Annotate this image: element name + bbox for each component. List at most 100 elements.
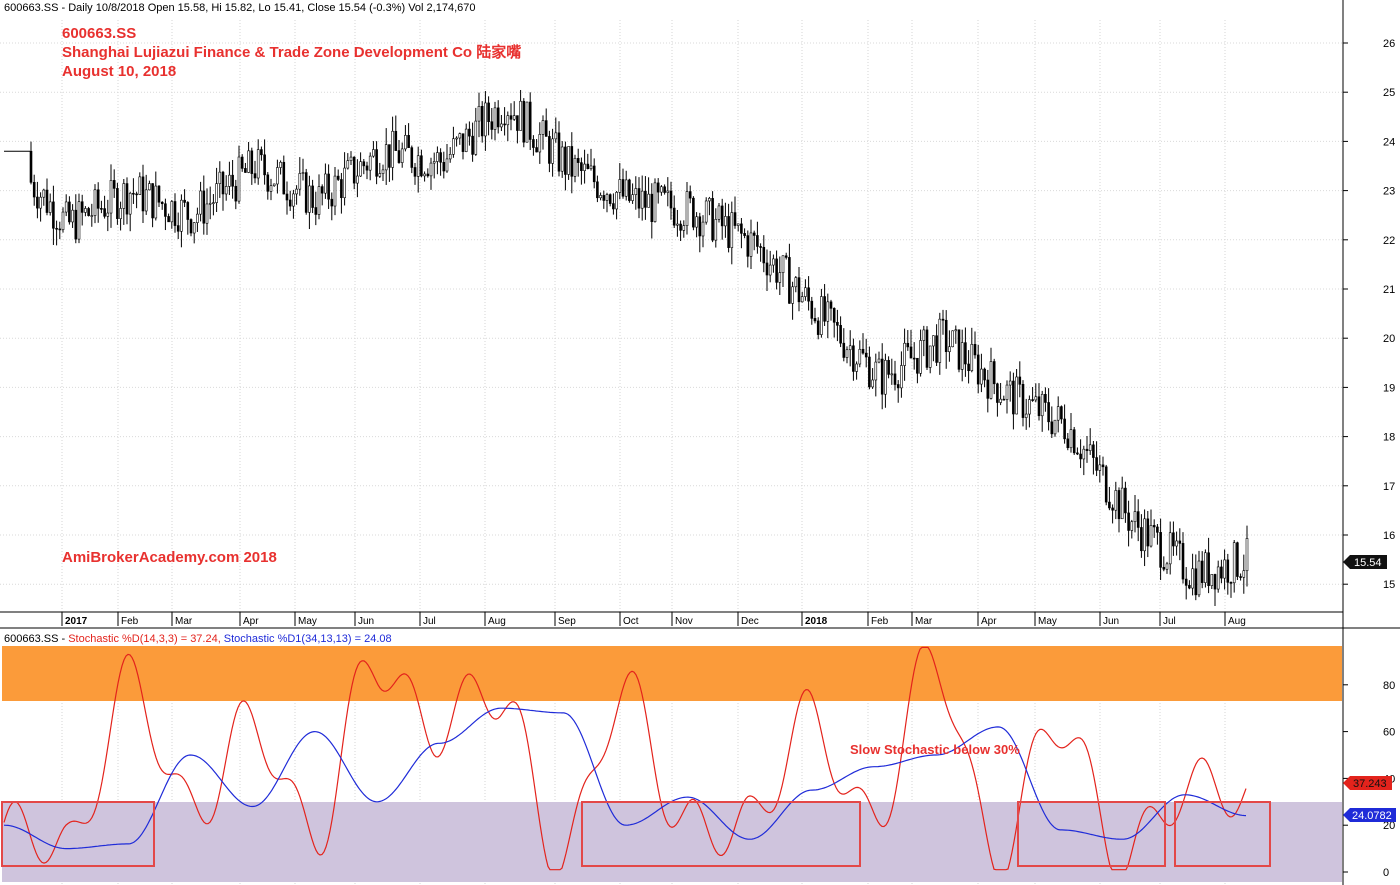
candle-body: [976, 354, 980, 385]
candle-body: [1053, 419, 1057, 435]
candle-body: [1002, 398, 1006, 401]
candle-body: [672, 207, 676, 226]
candle-body: [522, 100, 526, 143]
candle-body: [164, 203, 167, 217]
oversold-highlight-box: [1174, 801, 1271, 867]
candle-body: [186, 202, 190, 220]
candle-body: [855, 363, 858, 372]
candle-body: [327, 173, 330, 200]
candle-body: [951, 330, 954, 348]
candle-body: [880, 358, 884, 395]
candle-body: [32, 182, 36, 198]
candle-body: [1044, 394, 1047, 403]
candle-body: [743, 233, 746, 236]
time-tick-label: Jun: [1103, 616, 1119, 627]
candle-body: [900, 365, 903, 389]
candle-body: [1149, 525, 1153, 547]
candle-body: [157, 185, 161, 203]
candle-body: [42, 189, 46, 198]
candle-body: [125, 183, 129, 215]
candle-body: [1245, 538, 1249, 572]
price-tick-label: 19: [1383, 382, 1395, 394]
candle-body: [1095, 457, 1098, 471]
candle-body: [1050, 421, 1054, 435]
candle-body: [212, 202, 215, 204]
candle-body: [468, 128, 471, 137]
candle-body: [759, 246, 762, 248]
time-tick-label: Dec: [741, 616, 759, 627]
candle-body: [359, 161, 362, 177]
candle-body: [397, 150, 401, 163]
candle-body: [1181, 543, 1185, 580]
stochastic-axis: 806040200: [1343, 680, 1395, 879]
candle-body: [1172, 532, 1175, 547]
candle-body: [52, 201, 55, 229]
candle-body: [410, 147, 414, 168]
company-annotation: Shanghai Lujiazui Finance & Trade Zone D…: [62, 43, 521, 61]
candle-body: [704, 200, 708, 223]
candle-body: [439, 152, 442, 163]
candle-body: [285, 193, 289, 201]
candle-body: [391, 130, 394, 168]
candle-body: [452, 138, 455, 155]
candle-body: [695, 216, 698, 228]
candle-body: [1216, 566, 1220, 590]
candle-body: [407, 135, 410, 148]
candle-body: [762, 246, 766, 264]
candle-body: [116, 188, 119, 219]
price-tick-label: 22: [1383, 235, 1395, 247]
candle-body: [77, 201, 81, 240]
candle-body: [503, 123, 506, 126]
candle-body: [148, 183, 151, 191]
candle-body: [29, 150, 33, 183]
last-price-tag: 15.54: [1343, 555, 1387, 569]
candle-body: [554, 132, 558, 140]
candle-body: [493, 107, 497, 130]
candle-body: [528, 101, 532, 140]
candle-body: [516, 115, 519, 131]
candle-body: [343, 167, 346, 199]
candle-body: [154, 185, 158, 219]
candle-body: [1239, 576, 1242, 578]
candle-body: [960, 342, 964, 370]
candle-body: [1232, 542, 1236, 584]
candle-body: [109, 180, 113, 214]
candle-body: [772, 258, 775, 266]
candle-body: [308, 185, 311, 213]
candle-body: [1120, 487, 1124, 520]
candle-body: [461, 133, 465, 152]
candle-body: [848, 345, 852, 351]
candle-body: [954, 329, 958, 332]
candle-body: [384, 144, 388, 171]
candle-body: [93, 189, 97, 216]
candle-body: [631, 194, 634, 201]
candle-body: [464, 128, 468, 152]
last-price-value: 15.54: [1354, 557, 1382, 569]
stoch-d1-value: 24.0782: [1352, 810, 1392, 822]
candle-body: [612, 203, 615, 210]
candle-body: [538, 134, 542, 153]
candle-body: [570, 146, 574, 177]
candle-body: [1114, 490, 1118, 511]
candle-body: [791, 286, 794, 304]
candle-body: [1136, 511, 1140, 528]
candle-body: [1133, 511, 1137, 523]
candle-body: [583, 163, 586, 171]
candle-body: [288, 199, 292, 207]
candle-body: [106, 212, 110, 217]
candle-body: [1162, 567, 1166, 570]
candle-body: [237, 156, 241, 202]
candle-body: [445, 158, 449, 172]
candle-body: [484, 102, 487, 137]
candle-body: [1143, 518, 1146, 552]
candle-body: [1104, 466, 1108, 503]
candle-body: [746, 235, 750, 257]
candle-body: [634, 188, 638, 196]
candle-body: [576, 158, 580, 163]
candle-body: [688, 191, 692, 199]
candle-body: [768, 264, 772, 276]
candle-body: [183, 199, 186, 203]
candle-body: [1140, 527, 1143, 552]
candle-body: [970, 344, 974, 372]
candle-body: [544, 120, 548, 137]
